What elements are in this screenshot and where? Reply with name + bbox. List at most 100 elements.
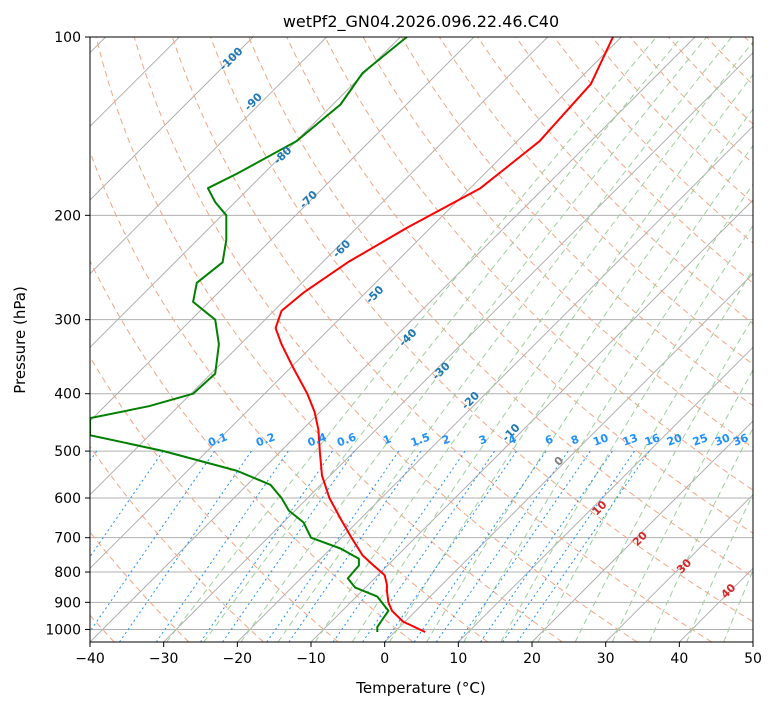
moist-adiabat-line (389, 108, 753, 642)
moist-adiabat-line (500, 224, 753, 642)
mixing-ratio-line (288, 450, 422, 642)
y-tick-label: 400 (54, 387, 81, 403)
mixing-ratio-line (516, 450, 650, 642)
plot-background (90, 37, 753, 642)
x-tick-label: 50 (744, 651, 762, 667)
mixing-ratio-line (90, 450, 216, 633)
isotherm-line (90, 37, 696, 642)
mixing-ratio-label: 16 (643, 431, 662, 449)
mixing-ratio-label: 25 (691, 431, 710, 448)
mixing-ratio-line (222, 450, 355, 642)
isotherm-line (457, 346, 753, 642)
mixing-ratio-label: 2 (440, 433, 452, 448)
isotherm-line (90, 37, 622, 570)
isotherm-line (605, 493, 753, 642)
y-tick-label: 600 (54, 491, 81, 507)
y-tick-label: 500 (54, 444, 81, 460)
y-tick-label: 300 (54, 313, 81, 329)
mixing-ratio-label: 0.6 (335, 430, 358, 449)
moist-adiabat-line (649, 427, 753, 642)
x-tick-label: 30 (597, 651, 615, 667)
x-tick-label: −20 (223, 651, 253, 667)
mixing-ratio-line (119, 450, 252, 642)
dry-adiabat-line (90, 259, 414, 642)
moist-adiabat-line (240, 37, 707, 642)
x-tick-label: −30 (149, 651, 179, 667)
mixing-ratio-line (480, 450, 613, 642)
mixing-ratio-line (457, 450, 591, 642)
moist-adiabat-line (277, 37, 733, 642)
dry-adiabat-line (324, 37, 753, 491)
dry-adiabat-line (90, 445, 264, 642)
mixing-ratio-label: 6 (543, 432, 555, 447)
moist-adiabat-line (426, 144, 753, 642)
mixing-ratio-line (332, 450, 466, 642)
y-tick-label: 1000 (45, 622, 81, 638)
x-axis-ticks: −40 −30 −20 −10 0 10 20 30 40 50 (75, 642, 762, 667)
isotherm-line (531, 420, 753, 642)
mixing-ratio-line (435, 450, 569, 642)
isotherm-line (90, 37, 328, 275)
y-tick-label: 100 (54, 30, 81, 46)
mixing-ratio-line (362, 450, 495, 642)
isotherm-line (90, 37, 549, 496)
mixing-ratio-label: 36 (731, 431, 750, 449)
dry-adiabat-line (248, 37, 753, 578)
moist-adiabat-line (723, 569, 753, 642)
isotherm-line (384, 272, 753, 642)
mixing-ratio-label: 20 (665, 431, 684, 449)
mixing-ratio-line (90, 450, 164, 558)
isotherm-line (163, 51, 753, 642)
mixing-ratio-label: 10 (591, 431, 610, 449)
x-tick-label: 10 (449, 651, 467, 667)
mixing-ratio-line (200, 450, 333, 642)
mixing-ratio-label: 0.2 (254, 431, 277, 450)
isotherm-line (90, 37, 254, 201)
mixing-ratio-label: 3 (477, 433, 489, 448)
isotherm-line (236, 125, 753, 642)
x-tick-label: −10 (296, 651, 326, 667)
moist-adiabat-line (574, 316, 753, 642)
y-tick-label: 200 (54, 208, 81, 224)
temperature-profile-line (274, 37, 614, 633)
mixing-ratio-label: 0.4 (306, 430, 329, 449)
plot-frame (89, 36, 754, 643)
moist-adiabat-line (166, 37, 657, 642)
y-axis-label: Pressure (hPa) (11, 286, 29, 394)
y-axis-ticks: 100 200 300 400 500 600 700 800 900 1000 (45, 30, 90, 638)
x-tick-label: 40 (670, 651, 688, 667)
x-tick-label: −40 (75, 651, 105, 667)
y-tick-label: 800 (54, 565, 81, 581)
mixing-ratio-line (155, 450, 289, 642)
mixing-ratio-line (384, 450, 518, 642)
mixing-ratio-label: 0.1 (206, 431, 229, 450)
chart-title: wetPf2_GN04.2026.096.22.46.C40 (283, 12, 559, 32)
dry-adiabat-line (515, 37, 753, 284)
mixing-ratio-label: 13 (621, 431, 640, 448)
dewpoint-profile-line (90, 37, 408, 632)
mixing-ratio-label: 1.5 (409, 431, 432, 450)
dry-adiabat-line (90, 356, 339, 642)
x-tick-label: 0 (380, 651, 389, 667)
moist-adiabat-line (686, 492, 753, 642)
mixing-ratio-label: 8 (569, 433, 581, 448)
mixing-ratio-line (413, 450, 547, 642)
x-tick-label: 20 (523, 651, 541, 667)
mixing-ratio-label: 30 (713, 431, 732, 449)
x-axis-label: Temperature (°C) (355, 679, 485, 697)
isotherm-line (90, 37, 475, 422)
y-tick-label: 700 (54, 531, 81, 547)
dry-adiabat-line (286, 37, 753, 534)
dry-adiabat-line (133, 37, 638, 642)
mixing-ratio-line (502, 450, 635, 642)
dry-adiabat-line (171, 37, 712, 642)
mixing-ratio-label: 4 (507, 432, 519, 447)
moist-adiabat-line (611, 369, 753, 642)
mixing-ratio-label: 1 (381, 433, 393, 448)
y-tick-label: 900 (54, 595, 81, 611)
series-layer (90, 37, 614, 633)
moist-adiabat-line (203, 37, 682, 642)
moist-adiabat-line (463, 183, 753, 642)
dry-adiabat-line (210, 37, 753, 623)
